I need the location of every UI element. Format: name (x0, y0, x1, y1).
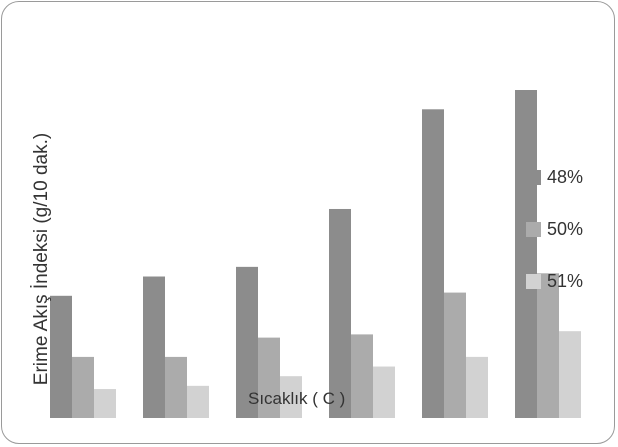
bar-50-5 (537, 273, 559, 418)
bar-48-4 (422, 109, 444, 418)
legend-label-50: 50% (547, 218, 584, 239)
bar-48-0 (50, 295, 72, 418)
x-axis-label: Sıcaklık ( C ) (248, 389, 346, 408)
bar-50-0 (72, 356, 94, 418)
bar-51-3 (373, 366, 395, 418)
legend-item-50: 50% (526, 216, 583, 242)
legend-label-48: 48% (547, 166, 584, 187)
legend-label-51: 51% (547, 270, 584, 291)
bar-50-2 (258, 337, 280, 418)
y-axis-label: Erime Akış İndeksi (g/10 dak.) (31, 132, 52, 386)
bar-48-3 (329, 208, 351, 418)
bar-50-4 (444, 292, 466, 418)
legend-swatch-51 (526, 273, 541, 289)
legend-item-51: 51% (526, 268, 583, 294)
legend: 48% 50% 51% (526, 164, 583, 320)
bar-51-5 (559, 331, 581, 418)
bar-51-0 (94, 389, 116, 418)
bar-50-1 (165, 356, 187, 418)
legend-swatch-50 (526, 221, 541, 237)
legend-item-48: 48% (526, 164, 583, 190)
bar-51-4 (466, 356, 488, 418)
bar-50-3 (351, 334, 373, 418)
bar-48-1 (143, 276, 165, 418)
bar-51-2 (280, 376, 302, 418)
bar-48-2 (236, 266, 258, 418)
legend-swatch-48 (526, 169, 541, 185)
bar-51-1 (187, 385, 209, 418)
